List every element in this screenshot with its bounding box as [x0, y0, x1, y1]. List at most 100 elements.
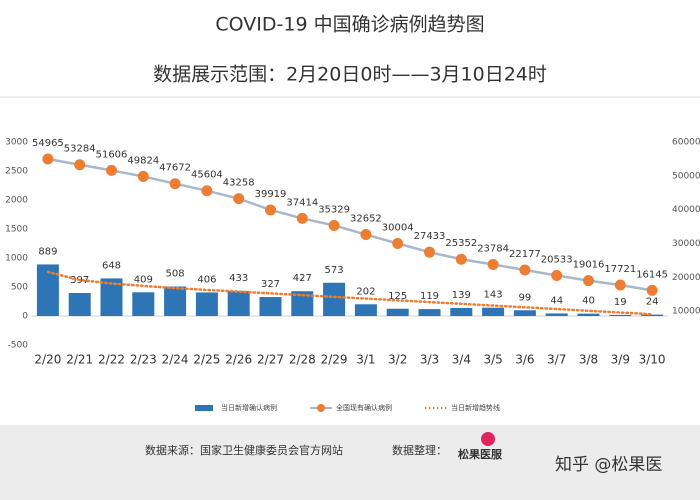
line-marker [169, 178, 181, 190]
y-tick-label: 500 [11, 283, 28, 293]
y-tick-label: 1000 [5, 254, 28, 264]
x-tick-label: 3/9 [611, 353, 630, 367]
legend-swatch [195, 405, 213, 411]
line-marker [201, 185, 213, 197]
x-tick-label: 2/21 [66, 353, 93, 367]
x-tick-label: 3/4 [452, 353, 471, 367]
x-tick-label: 3/7 [547, 353, 566, 367]
line-value-label: 25352 [445, 238, 477, 249]
line-value-label: 45604 [191, 170, 223, 181]
bar [386, 308, 409, 316]
line-marker [42, 153, 54, 165]
bar-value-label: 202 [356, 286, 375, 297]
bar-value-label: 40 [582, 296, 595, 307]
x-tick-label: 2/29 [321, 353, 348, 367]
line-value-label: 32652 [350, 214, 382, 225]
legend-label: 全国现有确认病例 [336, 403, 392, 412]
bar [227, 290, 250, 316]
bar-value-label: 409 [134, 274, 153, 285]
line-value-label: 47672 [159, 163, 191, 174]
bar [577, 313, 600, 316]
trend-line [46, 270, 654, 316]
x-tick-label: 3/1 [356, 353, 375, 367]
bar-value-label: 143 [484, 290, 503, 301]
bar [100, 278, 123, 316]
line-marker [328, 219, 340, 231]
y-tick-label: -500 [8, 341, 29, 351]
line-marker [392, 237, 404, 249]
x-tick-label: 3/6 [515, 353, 534, 367]
y2-tick-label: 20000 [672, 273, 700, 283]
source: 数据来源：国家卫生健康委员会官方网站 [145, 443, 343, 457]
x-tick-label: 2/24 [162, 353, 189, 367]
line-value-label: 35329 [318, 204, 350, 215]
bar [641, 314, 664, 316]
watermark: 知乎 @松果医 [555, 455, 662, 475]
line-marker [296, 212, 308, 224]
bar-value-label: 573 [325, 265, 344, 276]
bar-value-label: 889 [38, 246, 57, 257]
line-value-label: 23784 [477, 244, 509, 255]
line-value-label: 20533 [541, 255, 573, 266]
bar-value-label: 139 [452, 290, 471, 301]
line-marker [551, 270, 563, 282]
x-tick-label: 3/8 [579, 353, 598, 367]
line-marker [519, 264, 531, 276]
line-marker [265, 204, 276, 216]
line-value-label: 51606 [96, 149, 128, 160]
line-value-label: 19016 [573, 260, 605, 271]
line-value-label: 27433 [414, 231, 446, 242]
bar-value-label: 125 [388, 291, 407, 302]
bar [513, 310, 536, 316]
line-marker [646, 284, 658, 296]
x-tick-label: 3/3 [420, 353, 439, 367]
x-tick-label: 2/22 [98, 353, 125, 367]
bar [354, 304, 377, 316]
compiled-by: 数据整理： [392, 443, 447, 457]
bar [291, 291, 314, 316]
y-tick-label: 3000 [5, 138, 28, 148]
x-tick-label: 2/27 [257, 353, 284, 367]
line-value-label: 22177 [509, 249, 541, 260]
bar-value-label: 508 [166, 269, 185, 280]
y-tick-label: 2000 [5, 196, 28, 206]
line-value-label: 49824 [127, 155, 159, 166]
x-tick-label: 2/20 [34, 353, 61, 367]
x-tick-label: 3/10 [639, 353, 666, 367]
line-value-label: 37414 [286, 197, 318, 208]
x-tick-label: 3/5 [483, 353, 502, 367]
bar-value-label: 44 [550, 295, 563, 306]
line-value-label: 17721 [604, 264, 636, 275]
x-tick-label: 2/23 [130, 353, 157, 367]
line-marker [360, 229, 372, 241]
line-value-label: 30004 [382, 222, 414, 233]
chart-title: COVID-19 中国确诊病例趋势图 [215, 14, 484, 36]
chart-subtitle: 数据展示范围：2月20日0时——3月10日24时 [153, 64, 547, 86]
bar-value-label: 99 [519, 292, 532, 303]
line-marker [614, 279, 626, 291]
line-marker [487, 259, 499, 271]
line-marker [583, 275, 594, 287]
logo-icon [481, 432, 495, 446]
y-tick-label: 2500 [5, 167, 28, 177]
line-value-label: 43258 [223, 178, 255, 189]
line-marker [233, 193, 245, 205]
bar-value-label: 327 [261, 279, 280, 290]
bar [259, 297, 282, 316]
footer [0, 425, 700, 500]
bar [68, 292, 91, 316]
legend-swatch [317, 404, 325, 412]
line-marker [137, 170, 149, 182]
bar [195, 292, 218, 316]
line-marker [424, 246, 435, 258]
y2-tick-label: 30000 [672, 239, 700, 249]
bar-value-label: 433 [229, 273, 248, 284]
bar [418, 309, 441, 316]
y2-tick-label: 40000 [672, 205, 700, 215]
bar-value-label: 24 [646, 297, 659, 308]
legend-label: 当日新增确认病例 [221, 403, 277, 412]
bar-value-label: 648 [102, 260, 121, 271]
bar [36, 264, 59, 316]
